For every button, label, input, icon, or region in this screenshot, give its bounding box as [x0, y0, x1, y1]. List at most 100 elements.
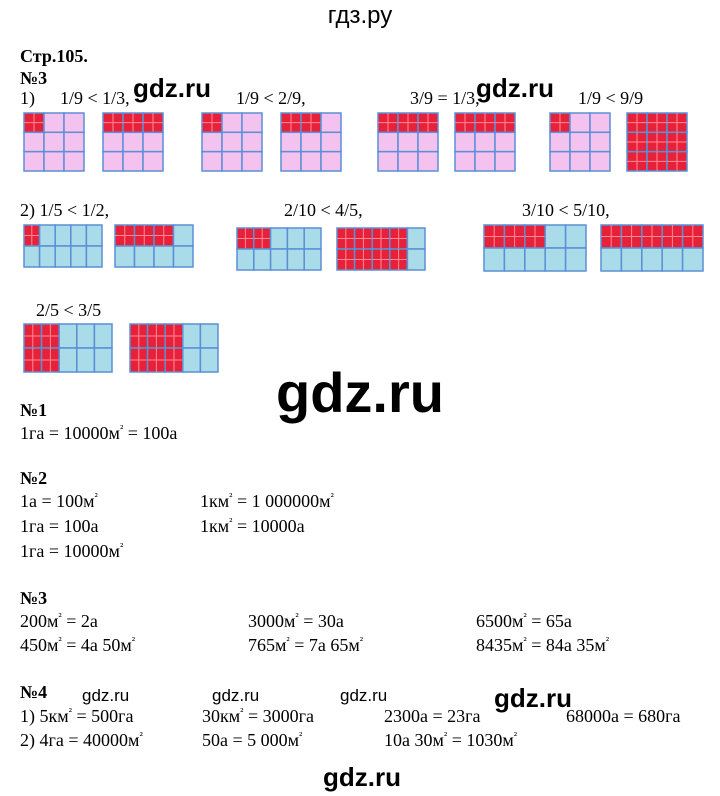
task-3b-title: №3: [20, 588, 48, 608]
grid-cell-empty: [454, 131, 476, 153]
grid-cell-empty: [241, 150, 263, 172]
grid-cell-empty: [38, 224, 56, 247]
grid-cell-empty: [142, 131, 164, 153]
grid-cell-empty: [303, 248, 322, 271]
grid-cell-empty: [236, 248, 255, 271]
grid-cell-empty: [377, 150, 399, 172]
comparison-label: 2/5 < 3/5: [36, 300, 102, 320]
grid-cell-empty: [661, 247, 684, 272]
fraction-grid: [483, 224, 587, 272]
watermark: gdz.ru: [82, 686, 130, 705]
fraction-grid: [23, 323, 113, 373]
grid-cell-empty: [63, 150, 85, 172]
grid-cell-empty: [417, 150, 439, 172]
grid-cell-empty: [43, 131, 65, 153]
grid-cell-empty: [589, 131, 611, 153]
equation: 1га = 10000м² = 100а: [20, 423, 178, 443]
grid-cell-empty: [201, 150, 223, 172]
grid-cell-empty: [589, 150, 611, 172]
equation: 2300а = 23га: [384, 706, 481, 726]
equation: 2) 4га = 40000м²: [20, 730, 143, 750]
grid-cell-empty: [406, 248, 426, 271]
task-4-title: №4: [20, 682, 48, 702]
grid-cell-empty: [201, 131, 223, 153]
grid-cell-empty: [320, 150, 342, 172]
grid-cell-empty: [303, 227, 322, 250]
page-reference: Стр.105.: [20, 46, 88, 66]
grid-cell-empty: [172, 224, 194, 247]
grid-cell-empty: [681, 247, 704, 272]
grid-cell-empty: [43, 112, 65, 134]
fraction-grid: [201, 112, 263, 172]
task-3a-title: №3: [20, 68, 48, 88]
grid-cell-empty: [70, 224, 88, 247]
grid-cell-empty: [85, 245, 103, 268]
grid-cell-empty: [280, 131, 302, 153]
grid-cell-empty: [494, 131, 516, 153]
watermark: gdz.ru: [323, 762, 401, 792]
grid-cell-empty: [253, 248, 272, 271]
grid-cell-empty: [397, 150, 419, 172]
equation: 1а = 100м²: [20, 491, 98, 511]
grid-cell-empty: [569, 131, 591, 153]
grid-cell-empty: [544, 247, 567, 272]
grid-cell-empty: [122, 150, 144, 172]
grid-cell-empty: [58, 347, 78, 373]
fraction-grid: [129, 323, 219, 373]
grid-cell-empty: [524, 247, 546, 272]
equation: 8435м² = 84а 35м²: [476, 635, 610, 655]
comparison-label: 1/9 < 1/3,: [60, 88, 130, 108]
equation: 450м² = 4а 50м²: [20, 635, 136, 655]
grid-cell-empty: [153, 245, 175, 268]
equation: 1) 5км² = 500га: [20, 706, 134, 726]
grid-cell-empty: [549, 150, 571, 172]
grid-cell-empty: [54, 224, 72, 247]
watermark: gdz.ru: [494, 683, 572, 713]
grid-cell-empty: [300, 150, 322, 172]
grid-cell-empty: [544, 224, 567, 249]
grid-cell-empty: [241, 112, 263, 134]
equation: 1га = 10000м²: [20, 541, 124, 561]
comparison-label: 2) 1/5 < 1/2,: [20, 200, 110, 220]
grid-cell-empty: [102, 150, 124, 172]
comparison-label: 2/10 < 4/5,: [284, 200, 363, 220]
task-1-title: №1: [20, 400, 48, 420]
comparison-label: 1/9 < 9/9: [578, 88, 644, 108]
grid-cell-empty: [63, 131, 85, 153]
grid-cell-empty: [221, 112, 243, 134]
task-2-title: №2: [20, 468, 48, 488]
equation: 50а = 5 000м²: [202, 730, 303, 750]
grid-cell-empty: [280, 150, 302, 172]
grid-cell-empty: [269, 227, 289, 250]
grid-cell-empty: [300, 131, 322, 153]
grid-cell-empty: [54, 245, 72, 268]
equation: 6500м² = 65а: [476, 611, 572, 631]
grid-cell-empty: [182, 323, 202, 349]
comparison-label: 3/10 < 5/10,: [522, 200, 610, 220]
grid-cell-empty: [494, 150, 516, 172]
equation: 765м² = 7а 65м²: [248, 635, 364, 655]
grid-cell-empty: [397, 131, 419, 153]
grid-cell-empty: [93, 347, 113, 373]
grid-cell-empty: [377, 131, 399, 153]
grid-cell-empty: [93, 323, 113, 349]
grid-cell-empty: [23, 150, 45, 172]
comparison-label: 3/9 = 1/3,: [410, 88, 480, 108]
equation: 3000м² = 30а: [248, 611, 344, 631]
equation: 200м² = 2а: [20, 611, 98, 631]
grid-cell-empty: [63, 112, 85, 134]
grid-cell-empty: [406, 227, 426, 250]
grid-cell-empty: [182, 347, 202, 373]
fraction-grid: [626, 112, 688, 172]
grid-cell-empty: [454, 150, 476, 172]
fraction-grid: [114, 224, 194, 268]
fraction-grid: [236, 227, 322, 271]
grid-cell-empty: [600, 247, 623, 272]
grid-cell-empty: [569, 112, 591, 134]
equation: 1км² = 10000а: [200, 516, 305, 536]
grid-cell-empty: [23, 131, 45, 153]
fraction-grid: [377, 112, 439, 172]
grid-cell-empty: [474, 131, 496, 153]
grid-cell-empty: [269, 248, 289, 271]
grid-cell-empty: [241, 131, 263, 153]
